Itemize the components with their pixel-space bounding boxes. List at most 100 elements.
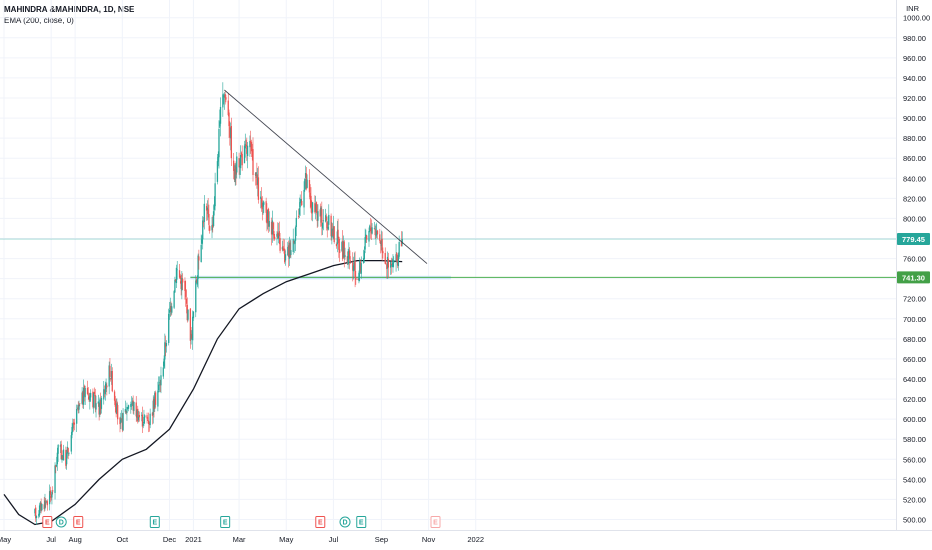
last-price-badge: 779.45 <box>897 233 930 246</box>
candle-up <box>196 275 198 287</box>
candle-up <box>89 393 91 410</box>
candle-body <box>100 400 102 410</box>
candle-up <box>61 455 63 463</box>
candle-body <box>88 396 90 401</box>
candle-up <box>268 211 270 232</box>
candle-up <box>320 206 322 223</box>
candle-body <box>214 183 216 207</box>
candle-body <box>160 375 162 386</box>
candle-up <box>120 410 123 422</box>
event-letter: E <box>152 520 157 527</box>
dividend-marker: D <box>55 516 67 528</box>
candle-up <box>314 195 317 220</box>
candle-down <box>396 254 399 269</box>
candle-body <box>352 265 355 272</box>
candle-body <box>384 252 386 264</box>
candle-down <box>254 172 256 186</box>
candle-body <box>236 156 238 173</box>
candle-body <box>113 391 116 401</box>
candle-body <box>331 228 333 238</box>
earnings-marker: E <box>356 516 367 528</box>
candle-down <box>335 242 338 249</box>
candle-body <box>89 392 92 398</box>
candle-body <box>219 106 222 124</box>
candle-body <box>349 260 352 261</box>
candle-body <box>277 233 280 239</box>
candle-up <box>212 205 215 228</box>
candle-body <box>77 406 79 411</box>
candle-body <box>368 230 370 242</box>
candle-body <box>326 222 328 229</box>
candle-body <box>271 220 273 235</box>
earnings-icon <box>73 516 84 528</box>
candle-body <box>386 264 388 270</box>
candle-down <box>185 280 187 307</box>
candle-body <box>175 267 178 284</box>
earnings-icon <box>220 516 231 528</box>
candle-body <box>138 414 140 418</box>
time-tick-label: Mar <box>233 535 246 544</box>
candle-down <box>235 161 237 186</box>
candle-up <box>401 231 403 247</box>
candle-body <box>281 247 284 250</box>
candle-up <box>169 297 171 318</box>
candle-down <box>325 213 328 231</box>
candle-down <box>338 236 340 258</box>
candle-body <box>117 405 119 420</box>
indicator-legend: EMA (200, close, 0) <box>4 16 74 25</box>
candle-down <box>266 203 268 232</box>
candle-body <box>316 214 318 222</box>
candle-up <box>110 363 113 385</box>
candle-body <box>325 215 327 222</box>
candle-up <box>331 222 333 245</box>
candle-body <box>185 298 188 304</box>
price-tick-label: 600.00 <box>903 415 926 424</box>
candle-body <box>369 227 372 232</box>
candle-down <box>261 196 263 221</box>
candle-up <box>325 208 327 223</box>
candle-body <box>65 452 68 465</box>
candle-up <box>35 515 38 525</box>
candle-body <box>355 277 357 281</box>
candle-up <box>256 167 259 197</box>
candle-up <box>137 410 140 423</box>
candle-body <box>73 422 76 425</box>
candle-down <box>49 486 52 503</box>
candle-up <box>122 408 124 432</box>
candle-up <box>202 216 204 250</box>
candle-up <box>168 308 170 346</box>
candle-up <box>391 258 393 268</box>
candle-down <box>60 440 62 460</box>
candle-up <box>243 140 246 164</box>
candle-down <box>390 257 393 275</box>
candle-body <box>379 234 381 241</box>
candle-up <box>229 122 232 151</box>
candle-body <box>262 202 264 207</box>
candle-down <box>332 223 334 237</box>
candle-body <box>165 343 168 347</box>
candle-up <box>70 431 72 455</box>
candle-up <box>395 243 397 272</box>
candle-up <box>197 253 199 289</box>
candle-up <box>234 163 236 186</box>
candle-down <box>240 151 243 158</box>
candle-body <box>267 209 269 222</box>
candle-body <box>310 195 312 207</box>
candle-down <box>109 357 111 380</box>
candle-body <box>201 239 203 244</box>
candle-up <box>44 493 46 511</box>
candle-body <box>225 97 227 100</box>
candle-body <box>251 148 253 150</box>
candle-up <box>38 503 41 518</box>
candle-body <box>202 220 204 240</box>
candle-up <box>45 500 48 504</box>
candle-down <box>338 239 341 262</box>
earnings-icon <box>356 516 367 528</box>
candle-down <box>267 207 270 233</box>
candle-body <box>99 399 101 415</box>
candle-down <box>301 191 303 207</box>
candle-up <box>217 151 219 167</box>
candle-body <box>148 423 151 425</box>
candle-up <box>130 396 133 410</box>
